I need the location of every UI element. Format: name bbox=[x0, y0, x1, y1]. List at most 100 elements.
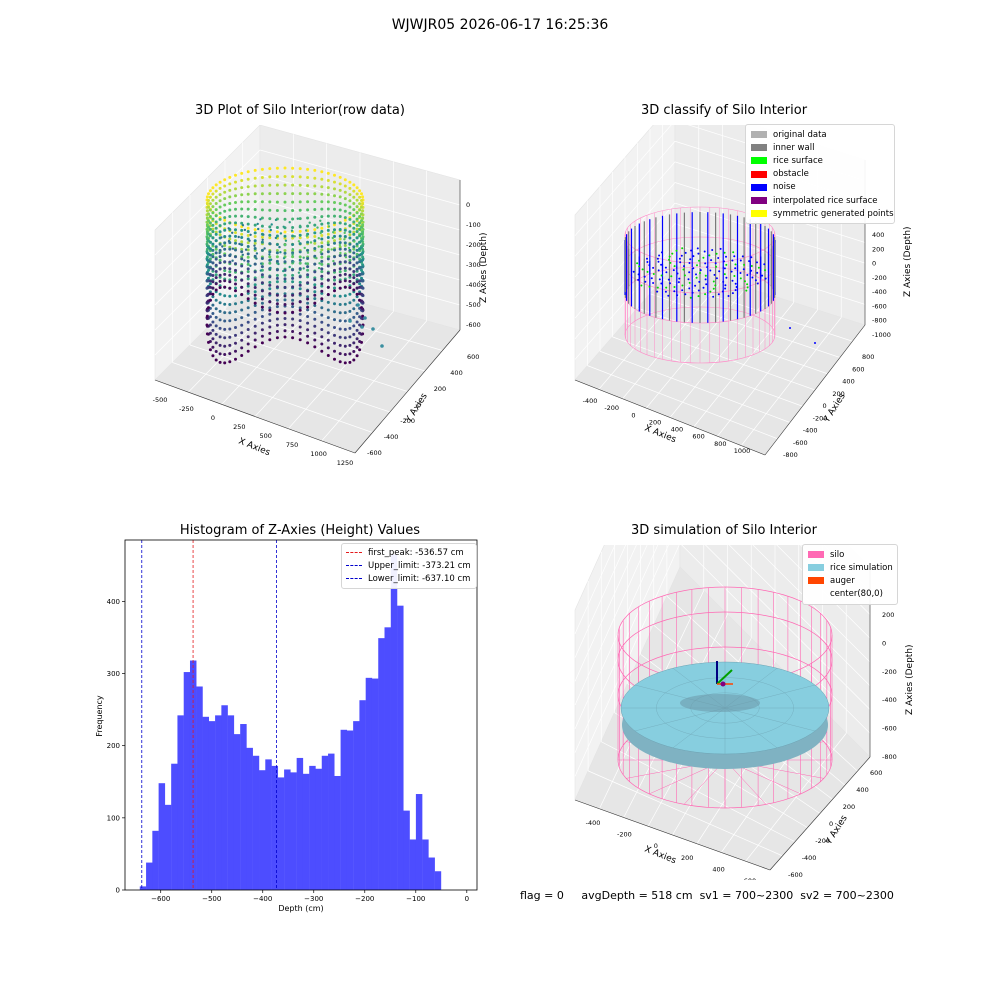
data-point bbox=[338, 319, 342, 323]
data-point bbox=[333, 201, 336, 204]
data-point bbox=[246, 342, 250, 346]
data-point bbox=[208, 282, 212, 286]
data-point bbox=[246, 270, 250, 274]
data-point bbox=[283, 234, 287, 238]
data-point bbox=[298, 300, 302, 304]
data-point bbox=[260, 208, 264, 212]
data-point bbox=[338, 260, 342, 264]
data-point bbox=[260, 224, 264, 228]
classified-point bbox=[636, 262, 639, 265]
classified-point bbox=[688, 287, 691, 290]
data-point bbox=[306, 281, 310, 285]
legend-swatch bbox=[751, 170, 767, 178]
data-point bbox=[326, 241, 330, 245]
classified-point bbox=[739, 277, 742, 280]
data-point bbox=[275, 255, 279, 259]
data-point bbox=[240, 179, 244, 182]
data-point bbox=[291, 298, 295, 302]
data-point bbox=[348, 286, 352, 290]
data-point bbox=[298, 287, 302, 291]
data-point bbox=[320, 297, 324, 301]
data-point bbox=[208, 195, 212, 199]
data-point bbox=[358, 215, 362, 218]
data-point bbox=[320, 270, 324, 274]
tick-label: -600 bbox=[466, 321, 481, 329]
data-point bbox=[313, 331, 317, 335]
rice-mesh-line bbox=[724, 707, 778, 748]
data-point bbox=[343, 241, 347, 245]
data-point bbox=[352, 282, 356, 286]
data-point bbox=[326, 214, 330, 218]
data-point bbox=[234, 310, 237, 314]
histogram-bar bbox=[340, 729, 348, 890]
data-point bbox=[333, 289, 336, 293]
classified-point bbox=[704, 278, 707, 281]
classified-point bbox=[652, 282, 655, 284]
grid-line bbox=[717, 309, 818, 437]
data-point bbox=[253, 168, 257, 172]
data-point bbox=[214, 307, 218, 311]
classified-point bbox=[668, 255, 671, 258]
data-point bbox=[208, 285, 212, 289]
data-point bbox=[211, 261, 215, 265]
data-point bbox=[326, 308, 330, 312]
data-point bbox=[313, 223, 317, 227]
x-tick-label: −400 bbox=[253, 895, 272, 903]
data-point bbox=[358, 234, 362, 238]
data-point bbox=[231, 247, 235, 250]
histogram-bar bbox=[252, 755, 260, 890]
data-point bbox=[208, 234, 212, 238]
data-point bbox=[313, 283, 317, 287]
tick-label: 200 bbox=[681, 854, 693, 862]
data-point bbox=[214, 350, 218, 353]
tick-label: 200 bbox=[832, 390, 844, 398]
data-point bbox=[320, 267, 324, 271]
classified-point bbox=[711, 249, 714, 251]
data-point bbox=[253, 293, 257, 297]
classified-point bbox=[709, 290, 712, 293]
data-point bbox=[246, 320, 250, 324]
classified-point bbox=[656, 290, 659, 293]
data-point bbox=[253, 290, 257, 294]
data-point bbox=[320, 291, 324, 295]
data-point bbox=[260, 295, 264, 299]
data-point bbox=[333, 194, 336, 198]
classified-point bbox=[676, 272, 679, 275]
data-point bbox=[253, 176, 257, 180]
data-point bbox=[320, 241, 324, 245]
data-point bbox=[343, 302, 347, 306]
data-point bbox=[298, 208, 302, 212]
classified-point bbox=[733, 255, 736, 258]
data-point bbox=[352, 230, 356, 234]
classified-point bbox=[671, 252, 674, 255]
histogram-bar bbox=[371, 678, 379, 890]
raw-point-cloud bbox=[205, 166, 384, 365]
data-point bbox=[275, 200, 279, 204]
data-point bbox=[358, 282, 362, 286]
data-point bbox=[320, 342, 324, 346]
data-point bbox=[306, 176, 310, 179]
data-point bbox=[275, 298, 279, 302]
data-point bbox=[283, 285, 287, 289]
classified-point bbox=[697, 252, 700, 255]
data-point bbox=[218, 186, 222, 190]
data-point bbox=[249, 233, 252, 236]
data-point bbox=[338, 228, 342, 231]
histogram-bar bbox=[233, 734, 241, 890]
data-point bbox=[260, 235, 264, 239]
data-point bbox=[253, 301, 257, 305]
data-point bbox=[355, 242, 359, 246]
data-point bbox=[207, 232, 210, 236]
tick-label: 1250 bbox=[337, 459, 354, 467]
data-point bbox=[246, 289, 250, 293]
classified-point bbox=[688, 262, 691, 264]
data-point bbox=[333, 241, 336, 245]
data-point bbox=[214, 358, 218, 362]
data-point bbox=[259, 269, 263, 272]
data-point bbox=[333, 248, 336, 252]
tick-label: -600 bbox=[367, 449, 382, 457]
data-point bbox=[211, 345, 215, 349]
classified-point bbox=[705, 283, 708, 286]
data-point bbox=[214, 245, 218, 249]
classified-point bbox=[724, 287, 727, 290]
